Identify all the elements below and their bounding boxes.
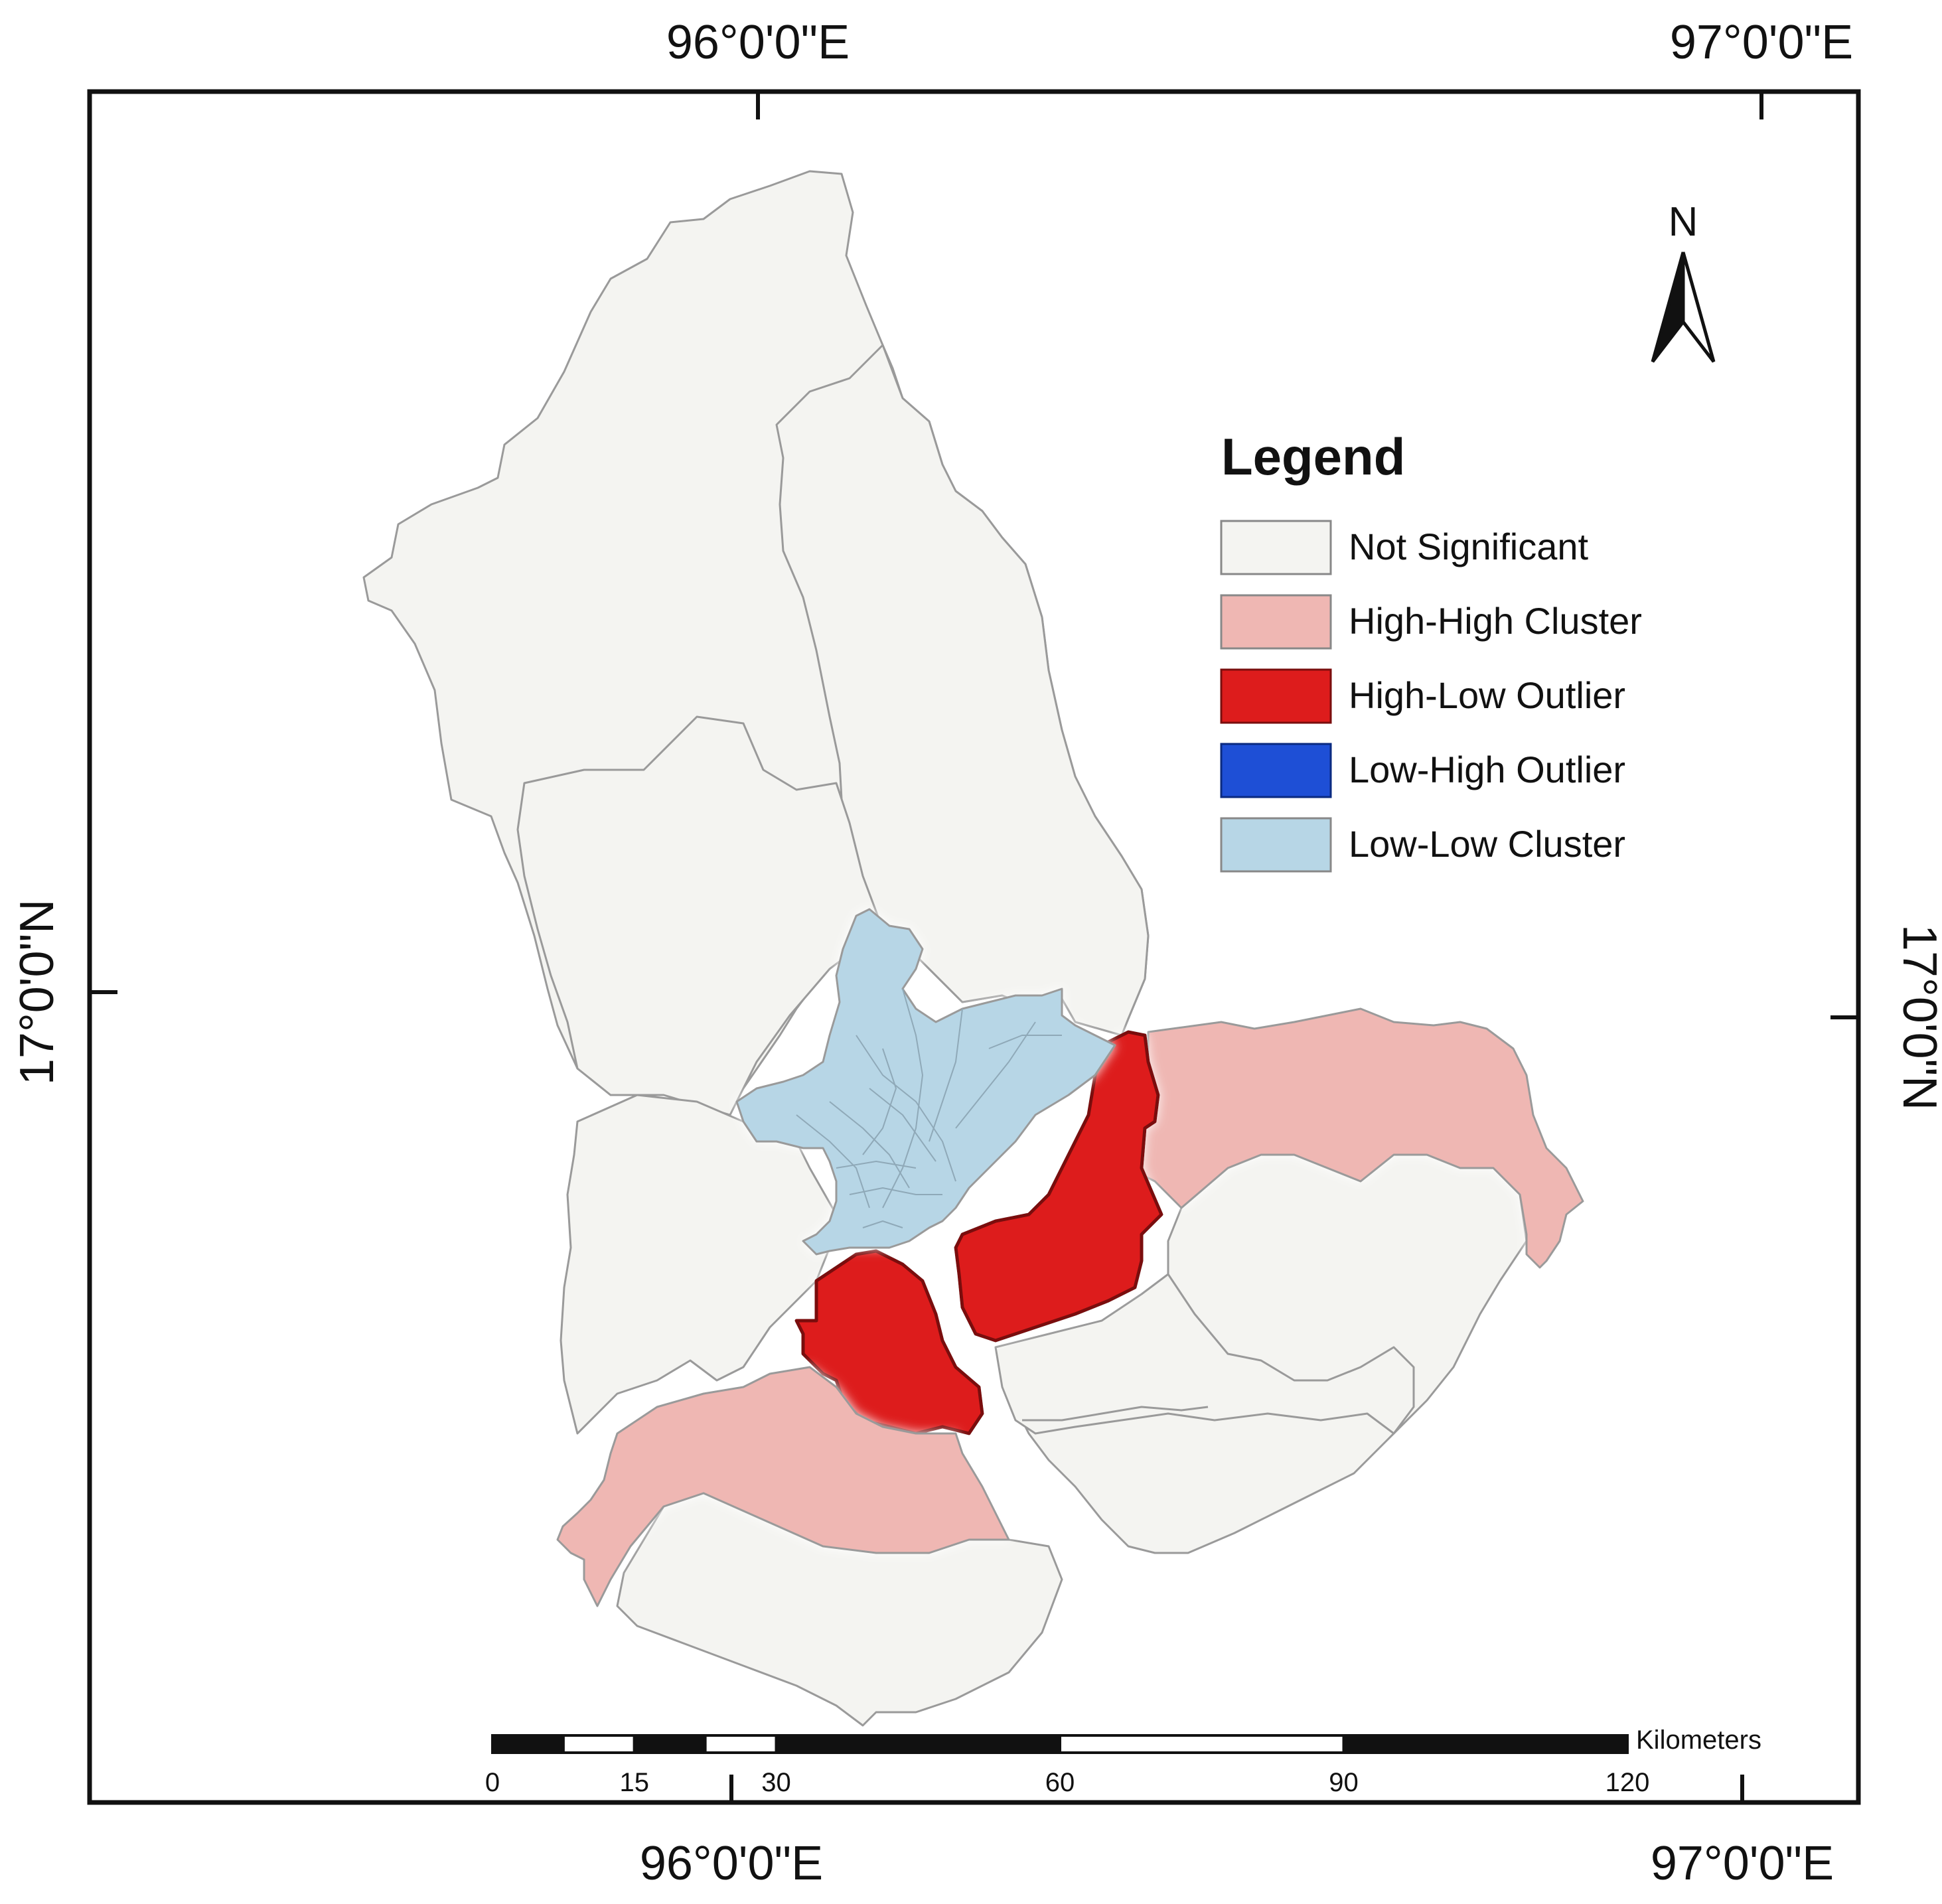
scale-bar: Kilometers 0 15 30 60 90 120: [485, 1725, 1761, 1797]
scale-segment: [775, 1734, 1061, 1754]
scale-segment: [491, 1734, 565, 1754]
left-latitude-label: 17°0'0"N: [11, 899, 64, 1085]
scale-tick-label: 120: [1606, 1768, 1650, 1797]
region-southwest-high-high: [556, 1366, 1010, 1607]
scale-segment: [704, 1734, 778, 1754]
scale-tick-label: 60: [1045, 1768, 1075, 1797]
legend-title: Legend: [1221, 427, 1405, 486]
bottom-left-longitude-label: 96°0'0"E: [640, 1837, 823, 1890]
scale-unit-label: Kilometers: [1636, 1725, 1761, 1755]
region-west-central-not-significant: [516, 715, 884, 1116]
region-central-low-low: [735, 908, 1116, 1256]
region-east-high-low: [954, 1030, 1163, 1343]
scale-tick-label: 90: [1329, 1768, 1359, 1797]
legend-swatch-low-low-cluster: [1220, 817, 1332, 873]
legend-label-low-high-outlier: Low-High Outlier: [1349, 749, 1625, 790]
region-central-south-not-significant: [994, 1273, 1415, 1435]
top-left-longitude-label: 96°0'0"E: [666, 16, 850, 69]
north-arrow-icon: N: [1651, 199, 1716, 363]
scale-segment: [561, 1734, 636, 1754]
township-boundaries: [796, 988, 1062, 1228]
scale-segment: [1059, 1734, 1345, 1754]
scale-segment: [633, 1734, 707, 1754]
river-channel: [1022, 1406, 1209, 1422]
legend: Legend Not Significant High-High Cluster H…: [1220, 427, 1642, 873]
top-right-longitude-label: 97°0'0"E: [1670, 16, 1853, 69]
region-layer: [362, 170, 1584, 1727]
scale-segment: [1342, 1734, 1629, 1754]
legend-swatch-low-high-outlier: [1220, 743, 1332, 798]
region-southwest-high-low: [794, 1249, 984, 1435]
right-latitude-label: 17°0'0"N: [1893, 924, 1942, 1110]
region-east-high-high: [1140, 1007, 1584, 1269]
bottom-right-longitude-label: 97°0'0"E: [1651, 1837, 1834, 1890]
scale-tick-label: 0: [485, 1768, 500, 1797]
graticule-ticks: [90, 92, 1858, 1802]
legend-swatch-not-significant: [1220, 520, 1332, 575]
scale-tick-label: 15: [620, 1768, 650, 1797]
north-label: N: [1669, 199, 1698, 245]
legend-swatch-high-high-cluster: [1220, 594, 1332, 650]
legend-swatch-high-low-outlier: [1220, 668, 1332, 724]
legend-label-low-low-cluster: Low-Low Cluster: [1349, 823, 1625, 865]
region-central-north-not-significant: [775, 344, 1150, 1037]
legend-label-high-high-cluster: High-High Cluster: [1349, 600, 1642, 642]
scale-tick-label: 30: [761, 1768, 791, 1797]
legend-label-high-low-outlier: High-Low Outlier: [1349, 674, 1625, 716]
legend-label-not-significant: Not Significant: [1349, 526, 1589, 567]
